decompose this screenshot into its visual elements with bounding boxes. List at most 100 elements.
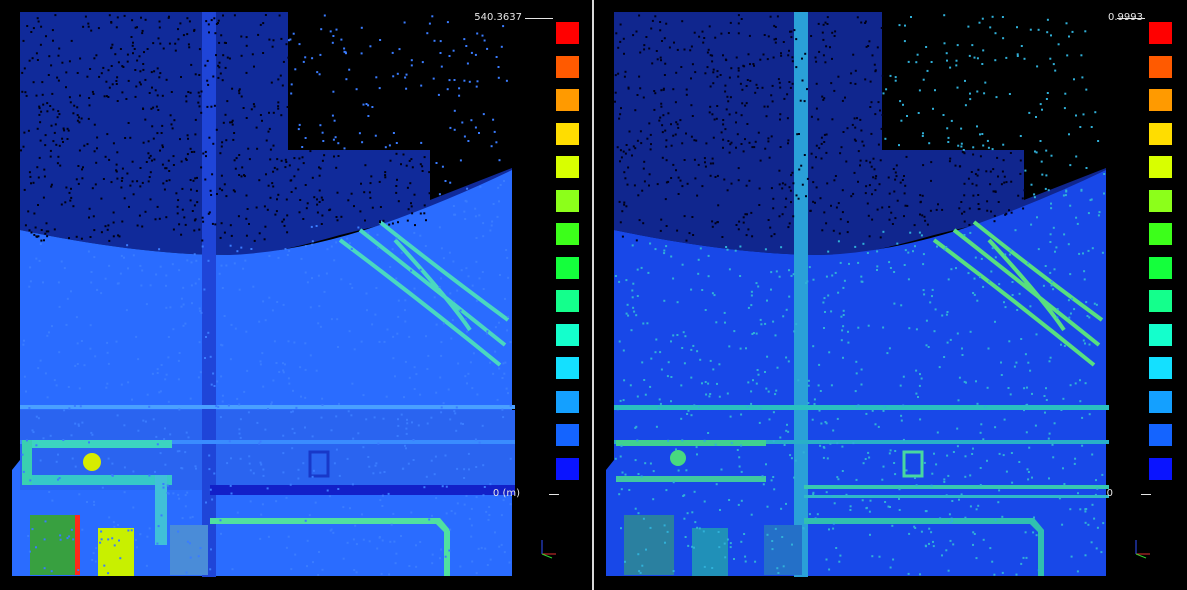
point	[654, 248, 657, 251]
point	[193, 219, 196, 222]
point	[193, 28, 196, 31]
point	[21, 453, 24, 456]
point	[997, 175, 999, 178]
point	[664, 129, 667, 132]
point	[151, 125, 154, 128]
point	[92, 93, 95, 95]
point	[132, 41, 134, 44]
point	[1052, 63, 1055, 66]
point	[466, 382, 468, 385]
point	[411, 421, 413, 424]
point	[76, 342, 79, 345]
point	[123, 424, 126, 427]
point	[839, 261, 842, 264]
point	[219, 152, 222, 155]
point	[1004, 306, 1007, 309]
point	[381, 539, 384, 542]
point	[879, 159, 882, 162]
point	[186, 17, 189, 20]
point-cloud-right[interactable]	[594, 0, 1187, 590]
point	[272, 39, 275, 42]
point	[750, 304, 753, 307]
point	[179, 22, 182, 25]
point	[930, 531, 933, 534]
point	[193, 253, 196, 256]
point	[750, 211, 753, 214]
point	[711, 225, 714, 228]
point	[867, 214, 870, 217]
point	[165, 216, 168, 219]
point	[1021, 197, 1024, 200]
point	[701, 289, 704, 291]
point	[81, 177, 84, 180]
point	[785, 308, 788, 311]
point	[960, 493, 963, 496]
point	[245, 234, 248, 237]
point	[788, 81, 791, 83]
point	[779, 146, 782, 148]
point	[471, 387, 474, 390]
color-scale-swatch	[556, 122, 579, 145]
point	[908, 532, 911, 535]
point	[397, 418, 399, 421]
point	[346, 541, 349, 544]
point	[1084, 510, 1087, 513]
point	[93, 229, 96, 232]
point	[1054, 250, 1056, 253]
point	[492, 118, 495, 121]
color-scale-swatch	[556, 357, 579, 379]
point	[648, 47, 651, 50]
point	[859, 118, 862, 121]
point	[1050, 34, 1052, 37]
point	[304, 56, 307, 59]
point	[687, 544, 690, 547]
viewport-left[interactable]: 540.3637 0 (m)	[0, 0, 592, 590]
point	[1044, 411, 1046, 414]
point	[395, 237, 398, 240]
point	[76, 114, 79, 117]
point	[1034, 424, 1037, 427]
point	[231, 123, 234, 126]
point	[967, 177, 970, 180]
point	[41, 93, 44, 96]
viewport-right[interactable]: 0.9993 0	[594, 0, 1187, 590]
scale-max-label: 0.9993	[1108, 12, 1143, 23]
point	[907, 572, 910, 575]
point	[968, 223, 971, 226]
point	[1068, 133, 1070, 136]
point	[374, 464, 377, 467]
point	[838, 560, 841, 563]
point	[905, 469, 908, 472]
point	[381, 505, 384, 507]
point	[116, 177, 119, 180]
point	[502, 362, 505, 365]
point	[233, 132, 236, 134]
point	[286, 231, 289, 234]
point	[982, 285, 985, 288]
point	[45, 222, 48, 225]
point	[107, 224, 110, 227]
point	[52, 39, 54, 42]
point	[158, 217, 161, 220]
point	[711, 60, 714, 63]
point	[690, 135, 693, 138]
point	[677, 469, 680, 472]
point	[670, 376, 673, 378]
point	[935, 463, 938, 466]
point	[223, 231, 226, 234]
point	[748, 179, 751, 182]
point	[977, 194, 980, 196]
point	[1094, 493, 1097, 496]
point	[64, 201, 67, 204]
point	[964, 104, 967, 107]
point-cloud-left[interactable]	[0, 0, 592, 590]
point	[29, 266, 32, 269]
point	[853, 138, 856, 141]
point	[802, 451, 805, 454]
point	[770, 135, 773, 138]
point	[930, 179, 932, 182]
point	[215, 54, 217, 57]
point	[300, 395, 302, 398]
point	[617, 72, 620, 75]
point	[683, 494, 686, 497]
